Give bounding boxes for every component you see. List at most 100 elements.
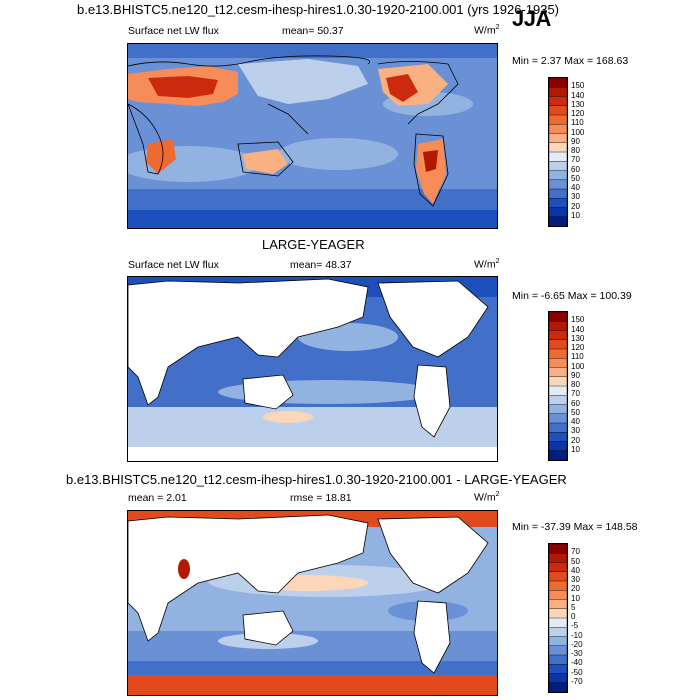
panel1-south-pacific — [278, 138, 398, 170]
panel2-mean-value: 48.37 — [325, 259, 352, 271]
panel1-units-text: W/m — [474, 24, 496, 37]
colorbar-tick-label: 5 — [571, 602, 576, 612]
colorbar-tick-label: 10 — [571, 593, 580, 603]
panel1-arctic — [128, 44, 497, 58]
panel2-mean-label: mean= — [290, 259, 323, 271]
colorbar-swatch — [549, 395, 567, 406]
colorbar-tick-label: 20 — [571, 435, 580, 445]
colorbar-swatch — [549, 367, 567, 378]
panel2-colorbar-svg — [548, 311, 568, 461]
colorbar-tick-label: 30 — [571, 192, 580, 202]
panel3-map — [127, 510, 498, 696]
panel1-mean-value: 50.37 — [317, 25, 344, 37]
panel3-rmse-value: 18.81 — [325, 492, 352, 504]
colorbar-swatch — [549, 321, 567, 332]
colorbar-swatch — [549, 562, 567, 573]
colorbar-tick-label: 80 — [571, 380, 580, 389]
colorbar-tick-label: 120 — [571, 109, 585, 118]
colorbar-swatch — [549, 170, 567, 181]
colorbar-swatch — [549, 207, 567, 218]
colorbar-tick-label: 140 — [571, 324, 585, 334]
colorbar-tick-label: -40 — [571, 658, 583, 668]
panel2-warm-spot — [263, 411, 313, 423]
panel1-coastlines — [128, 55, 459, 207]
colorbar-swatch — [549, 645, 567, 656]
colorbar-tick-label: 40 — [571, 183, 580, 192]
panel2-mean: mean= 48.37 — [290, 259, 352, 271]
panel1-samerica-hot — [423, 150, 438, 172]
panel2-map-svg — [128, 277, 497, 461]
panel3-hot-spot — [178, 559, 190, 579]
panel1-colorbar-svg — [548, 77, 568, 227]
panel1-title: b.e13.BHISTC5.ne120_t12.cesm-ihesp-hires… — [77, 2, 560, 17]
colorbar-tick-label: 140 — [571, 90, 585, 100]
colorbar-swatch — [549, 404, 567, 415]
colorbar-tick-label: -30 — [571, 649, 583, 658]
panel1-minmax: Min = 2.37 Max = 168.63 — [512, 55, 629, 67]
colorbar-swatch — [549, 432, 567, 443]
colorbar-tick-label: 80 — [571, 146, 580, 155]
colorbar-swatch — [549, 105, 567, 116]
panel2-land — [128, 278, 489, 438]
panel2-variable: Surface net LW flux — [128, 259, 219, 271]
colorbar-tick-label: 10 — [571, 210, 580, 220]
panel1-safrica — [146, 139, 176, 174]
panel2-units: W/m2 — [474, 258, 499, 271]
colorbar-tick-label: 90 — [571, 136, 580, 146]
colorbar-swatch — [549, 553, 567, 564]
colorbar-tick-label: 100 — [571, 127, 585, 137]
panel1-sahara-hot — [148, 76, 218, 98]
colorbar-tick-label: 150 — [571, 81, 585, 91]
colorbar-swatch — [549, 450, 567, 460]
panel1-asia — [238, 59, 368, 104]
panel3-mean: mean = 2.01 — [128, 492, 187, 504]
colorbar-swatch — [549, 330, 567, 341]
colorbar-swatch — [549, 114, 567, 125]
panel1-variable: Surface net LW flux — [128, 25, 219, 37]
colorbar-swatch — [549, 87, 567, 98]
season-label: JJA — [512, 6, 551, 31]
colorbar-tick-label: 30 — [571, 426, 580, 436]
panel3-mean-label: mean = — [128, 492, 164, 504]
colorbar-tick-label: -50 — [571, 667, 583, 677]
panel3-colorbar — [548, 543, 568, 693]
colorbar-tick-label: -70 — [571, 676, 583, 686]
panel1-units: W/m2 — [474, 24, 499, 37]
colorbar-swatch — [549, 124, 567, 135]
panel2-units-sup: 2 — [495, 258, 500, 265]
colorbar-swatch — [549, 422, 567, 433]
colorbar-tick-label: -20 — [571, 639, 583, 649]
panel3-units-sup: 2 — [495, 491, 500, 498]
panel2-map — [127, 276, 498, 462]
colorbar-swatch — [549, 654, 567, 665]
colorbar-swatch — [549, 413, 567, 424]
colorbar-swatch — [549, 78, 567, 88]
panel1-colorbar — [548, 77, 568, 227]
panel2-colorbar — [548, 311, 568, 461]
panel3-colorbar-svg — [548, 543, 568, 693]
colorbar-swatch — [549, 142, 567, 153]
panel1-southern-band — [128, 189, 497, 211]
colorbar-tick-label: 150 — [571, 315, 585, 325]
panel3-units-text: W/m — [474, 491, 496, 504]
panel1-namerica-hot — [386, 74, 418, 102]
colorbar-tick-label: 50 — [571, 556, 580, 566]
colorbar-swatch — [549, 216, 567, 226]
colorbar-tick-label: -10 — [571, 630, 583, 640]
colorbar-tick-label: 30 — [571, 575, 580, 584]
colorbar-swatch — [549, 673, 567, 684]
colorbar-tick-label: 70 — [571, 389, 580, 399]
colorbar-swatch — [549, 627, 567, 638]
panel3-rmse: rmse = 18.81 — [290, 492, 352, 504]
colorbar-tick-label: 40 — [571, 565, 580, 575]
colorbar-swatch — [549, 608, 567, 619]
colorbar-tick-label: 110 — [571, 118, 584, 128]
colorbar-swatch — [549, 339, 567, 350]
colorbar-tick-label: 70 — [571, 547, 580, 557]
colorbar-tick-label: 130 — [571, 99, 585, 109]
panel2-minmax: Min = -6.65 Max = 100.39 — [512, 290, 632, 302]
colorbar-tick-label: 60 — [571, 398, 580, 408]
colorbar-tick-label: 20 — [571, 201, 580, 211]
colorbar-swatch — [549, 617, 567, 628]
colorbar-swatch — [549, 664, 567, 675]
